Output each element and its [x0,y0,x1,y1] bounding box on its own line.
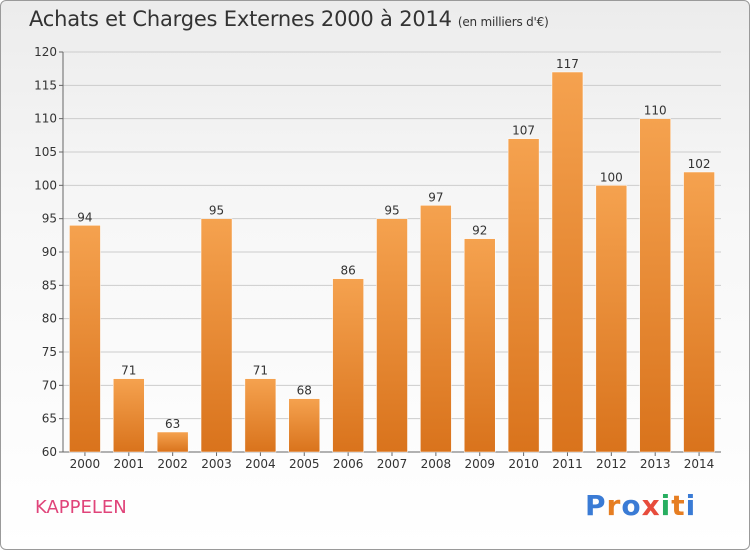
y-tick-label: 70 [42,378,57,392]
logo-letter: P [585,489,607,522]
bar-2010 [507,138,540,453]
value-label-2006: 86 [340,264,355,278]
y-tick-label: 85 [42,278,57,292]
y-tick-label: 90 [42,245,57,259]
y-tick-label: 100 [34,178,57,192]
x-tick-label-2012: 2012 [596,457,627,471]
value-label-2012: 100 [600,170,623,184]
value-label-2014: 102 [688,157,711,171]
y-tick-label: 115 [34,78,57,92]
value-label-2007: 95 [384,204,399,218]
bar-2000 [69,225,101,453]
bar-2001 [113,378,145,453]
chart-title-text: Achats et Charges Externes 2000 à 2014 [29,7,452,31]
value-label-2005: 68 [297,384,312,398]
x-tick-label-2013: 2013 [640,457,671,471]
chart-subtitle: (en milliers d'€) [457,15,549,29]
logo-letter: o [621,489,642,522]
y-tick-label: 110 [34,112,57,126]
value-label-2010: 107 [512,124,535,138]
bar-2005 [288,398,321,453]
bar-2012 [595,185,628,453]
proxiti-logo: Proxiti [585,489,696,522]
x-tick-label-2011: 2011 [552,457,583,471]
logo-letter: i [685,489,697,522]
x-tick-label-2008: 2008 [421,457,452,471]
bar-2003 [200,218,233,453]
x-tick-label-2006: 2006 [333,457,364,471]
bar-2009 [463,238,496,453]
value-label-2004: 71 [253,364,268,378]
bar-2011 [551,71,584,453]
x-tick-label-2004: 2004 [245,457,276,471]
y-tick-label: 80 [42,312,57,326]
logo-letter: i [660,489,672,522]
value-label-2001: 71 [121,364,136,378]
y-tick-label: 60 [42,445,57,459]
tick-labels: 60 65 70 75 80 85 90 95 100 105 110 115 120 2000 2001 2… [34,45,714,471]
y-tick-label: 65 [42,412,57,426]
x-tick-label-2003: 2003 [201,457,232,471]
commune-name: KAPPELEN [35,497,127,518]
x-tick-label-2002: 2002 [157,457,188,471]
x-tick-label-2000: 2000 [70,457,101,471]
logo-letter: t [671,489,686,522]
y-tick-label: 75 [42,345,57,359]
logo-letter: x [641,489,661,522]
value-label-2009: 92 [472,224,487,238]
y-tick-label: 95 [42,212,57,226]
bar-2002 [156,431,189,453]
value-label-2003: 95 [209,204,224,218]
y-tick-label: 120 [34,45,57,59]
x-tick-label-2005: 2005 [289,457,320,471]
value-labels: 94 71 63 95 71 68 86 95 97 92 107 117 100 110 102 [77,57,710,431]
x-tick-label-2007: 2007 [377,457,408,471]
bar-2008 [420,205,452,453]
x-tick-label-2010: 2010 [508,457,539,471]
bar-2013 [639,118,671,453]
bar-2014 [683,171,715,453]
value-label-2008: 97 [428,190,443,204]
bar-2004 [244,378,277,453]
value-label-2013: 110 [644,104,667,118]
y-tick-label: 105 [34,145,57,159]
x-tick-label-2001: 2001 [114,457,145,471]
value-label-2002: 63 [165,417,180,431]
value-label-2011: 117 [556,57,579,71]
logo-letter: r [606,489,622,522]
bar-2007 [376,218,408,453]
x-tick-label-2009: 2009 [464,457,495,471]
bar-2006 [332,278,364,453]
x-tick-label-2014: 2014 [684,457,715,471]
bars [69,71,715,453]
chart-title: Achats et Charges Externes 2000 à 2014 (e… [29,7,549,31]
value-label-2000: 94 [77,210,92,224]
